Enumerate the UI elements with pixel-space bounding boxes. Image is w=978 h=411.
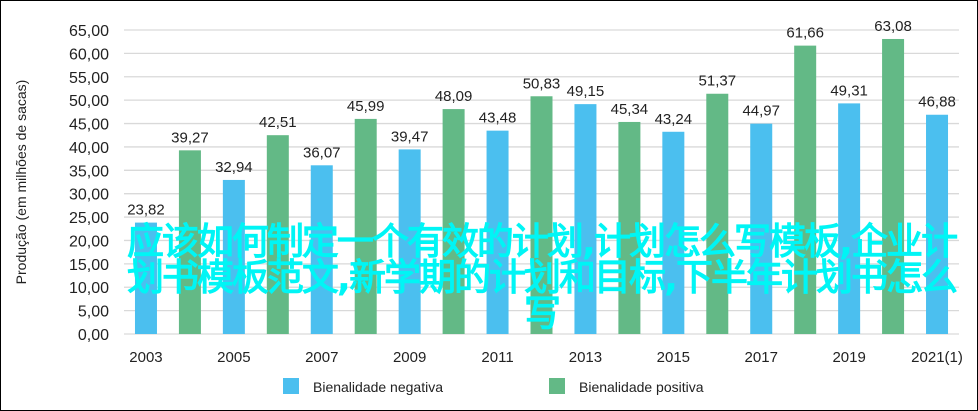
data-label: 49,31 (830, 82, 868, 99)
data-label: 46,88 (918, 94, 956, 111)
bar-2003 (134, 222, 157, 334)
bar-2015 (662, 131, 685, 334)
data-label: 61,66 (786, 25, 824, 42)
data-label: 43,24 (655, 111, 693, 128)
overlay-text: 应该如何制定一个有效的计划,计划怎么写模板,企业计划书模板范文,新学期的计划和目… (124, 223, 959, 335)
x-tick-label: 2013 (569, 349, 602, 366)
data-label: 50,83 (523, 75, 561, 92)
bar-2014 (618, 121, 641, 335)
bar-2021(1) (926, 114, 949, 334)
y-tick-label: 55,00 (69, 70, 109, 87)
data-label: 45,99 (347, 98, 385, 115)
bar-2005 (222, 179, 245, 334)
y-tick-label: 20,00 (69, 233, 109, 250)
y-tick-label: 50,00 (69, 93, 109, 110)
y-tick-label: 15,00 (69, 257, 109, 274)
x-tick-label: 2003 (129, 349, 162, 366)
y-tick-label: 25,00 (69, 210, 109, 227)
bar-2017 (750, 123, 773, 334)
data-label: 48,09 (435, 88, 473, 105)
data-label: 39,47 (391, 128, 429, 145)
bar-2013 (574, 104, 597, 334)
legend-swatch (549, 378, 565, 394)
y-tick-label: 10,00 (69, 280, 109, 297)
y-tick-label: 40,00 (69, 140, 109, 157)
legend-swatch (283, 378, 299, 394)
data-label: 32,94 (215, 159, 253, 176)
x-tick-label: 2019 (832, 349, 865, 366)
data-label: 39,27 (171, 129, 209, 146)
y-tick-label: 35,00 (69, 163, 109, 180)
legend-label: Bienalidade positiva (579, 379, 704, 395)
bar-2006 (266, 135, 289, 334)
y-tick-label: 65,00 (69, 23, 109, 40)
y-tick-label: 5,00 (78, 304, 109, 321)
bar-2019 (838, 103, 861, 334)
data-label: 23,82 (127, 202, 165, 219)
bar-2010 (442, 109, 465, 335)
legend-label: Bienalidade negativa (313, 379, 443, 395)
y-tick-label: 0,00 (78, 327, 109, 344)
data-label: 51,37 (699, 73, 737, 90)
bar-2016 (706, 93, 729, 334)
x-tick-label: 2021(1) (911, 349, 963, 366)
overlay-line: 怎么写 (524, 256, 958, 335)
bar-2012 (530, 96, 553, 334)
data-label: 36,07 (303, 144, 341, 161)
overlay-line: 计划书模板范文,新学期的计划和目标,下半年计划书 (126, 220, 958, 299)
bar-2009 (398, 149, 421, 334)
x-tick-label: 2011 (481, 349, 513, 366)
bar-2020 (882, 38, 905, 335)
x-tick-label: 2005 (217, 349, 250, 366)
data-label: 42,51 (259, 114, 297, 131)
bar-2004 (178, 150, 201, 334)
y-tick-label: 30,00 (69, 187, 109, 204)
data-label: 63,08 (874, 18, 912, 35)
y-tick-label: 45,00 (69, 117, 109, 134)
data-label: 44,97 (742, 103, 780, 120)
data-label: 43,48 (479, 110, 517, 127)
bar-2011 (486, 130, 509, 334)
overlay-line: 应该如何制定一个有效的计划,计划怎么写模板,企业 (126, 220, 923, 263)
x-tick-label: 2017 (745, 349, 778, 366)
data-label: 49,15 (567, 83, 605, 100)
bar-2018 (794, 45, 817, 335)
data-label: 45,34 (611, 101, 649, 118)
x-tick-label: 2007 (305, 349, 338, 366)
x-tick-label: 2015 (657, 349, 690, 366)
bar-2008 (354, 118, 377, 334)
y-tick-label: 60,00 (69, 46, 109, 63)
y-axis-title: Produção (em milhões de sacas) (13, 80, 29, 285)
x-tick-label: 2009 (393, 349, 426, 366)
bar-2007 (310, 165, 333, 334)
